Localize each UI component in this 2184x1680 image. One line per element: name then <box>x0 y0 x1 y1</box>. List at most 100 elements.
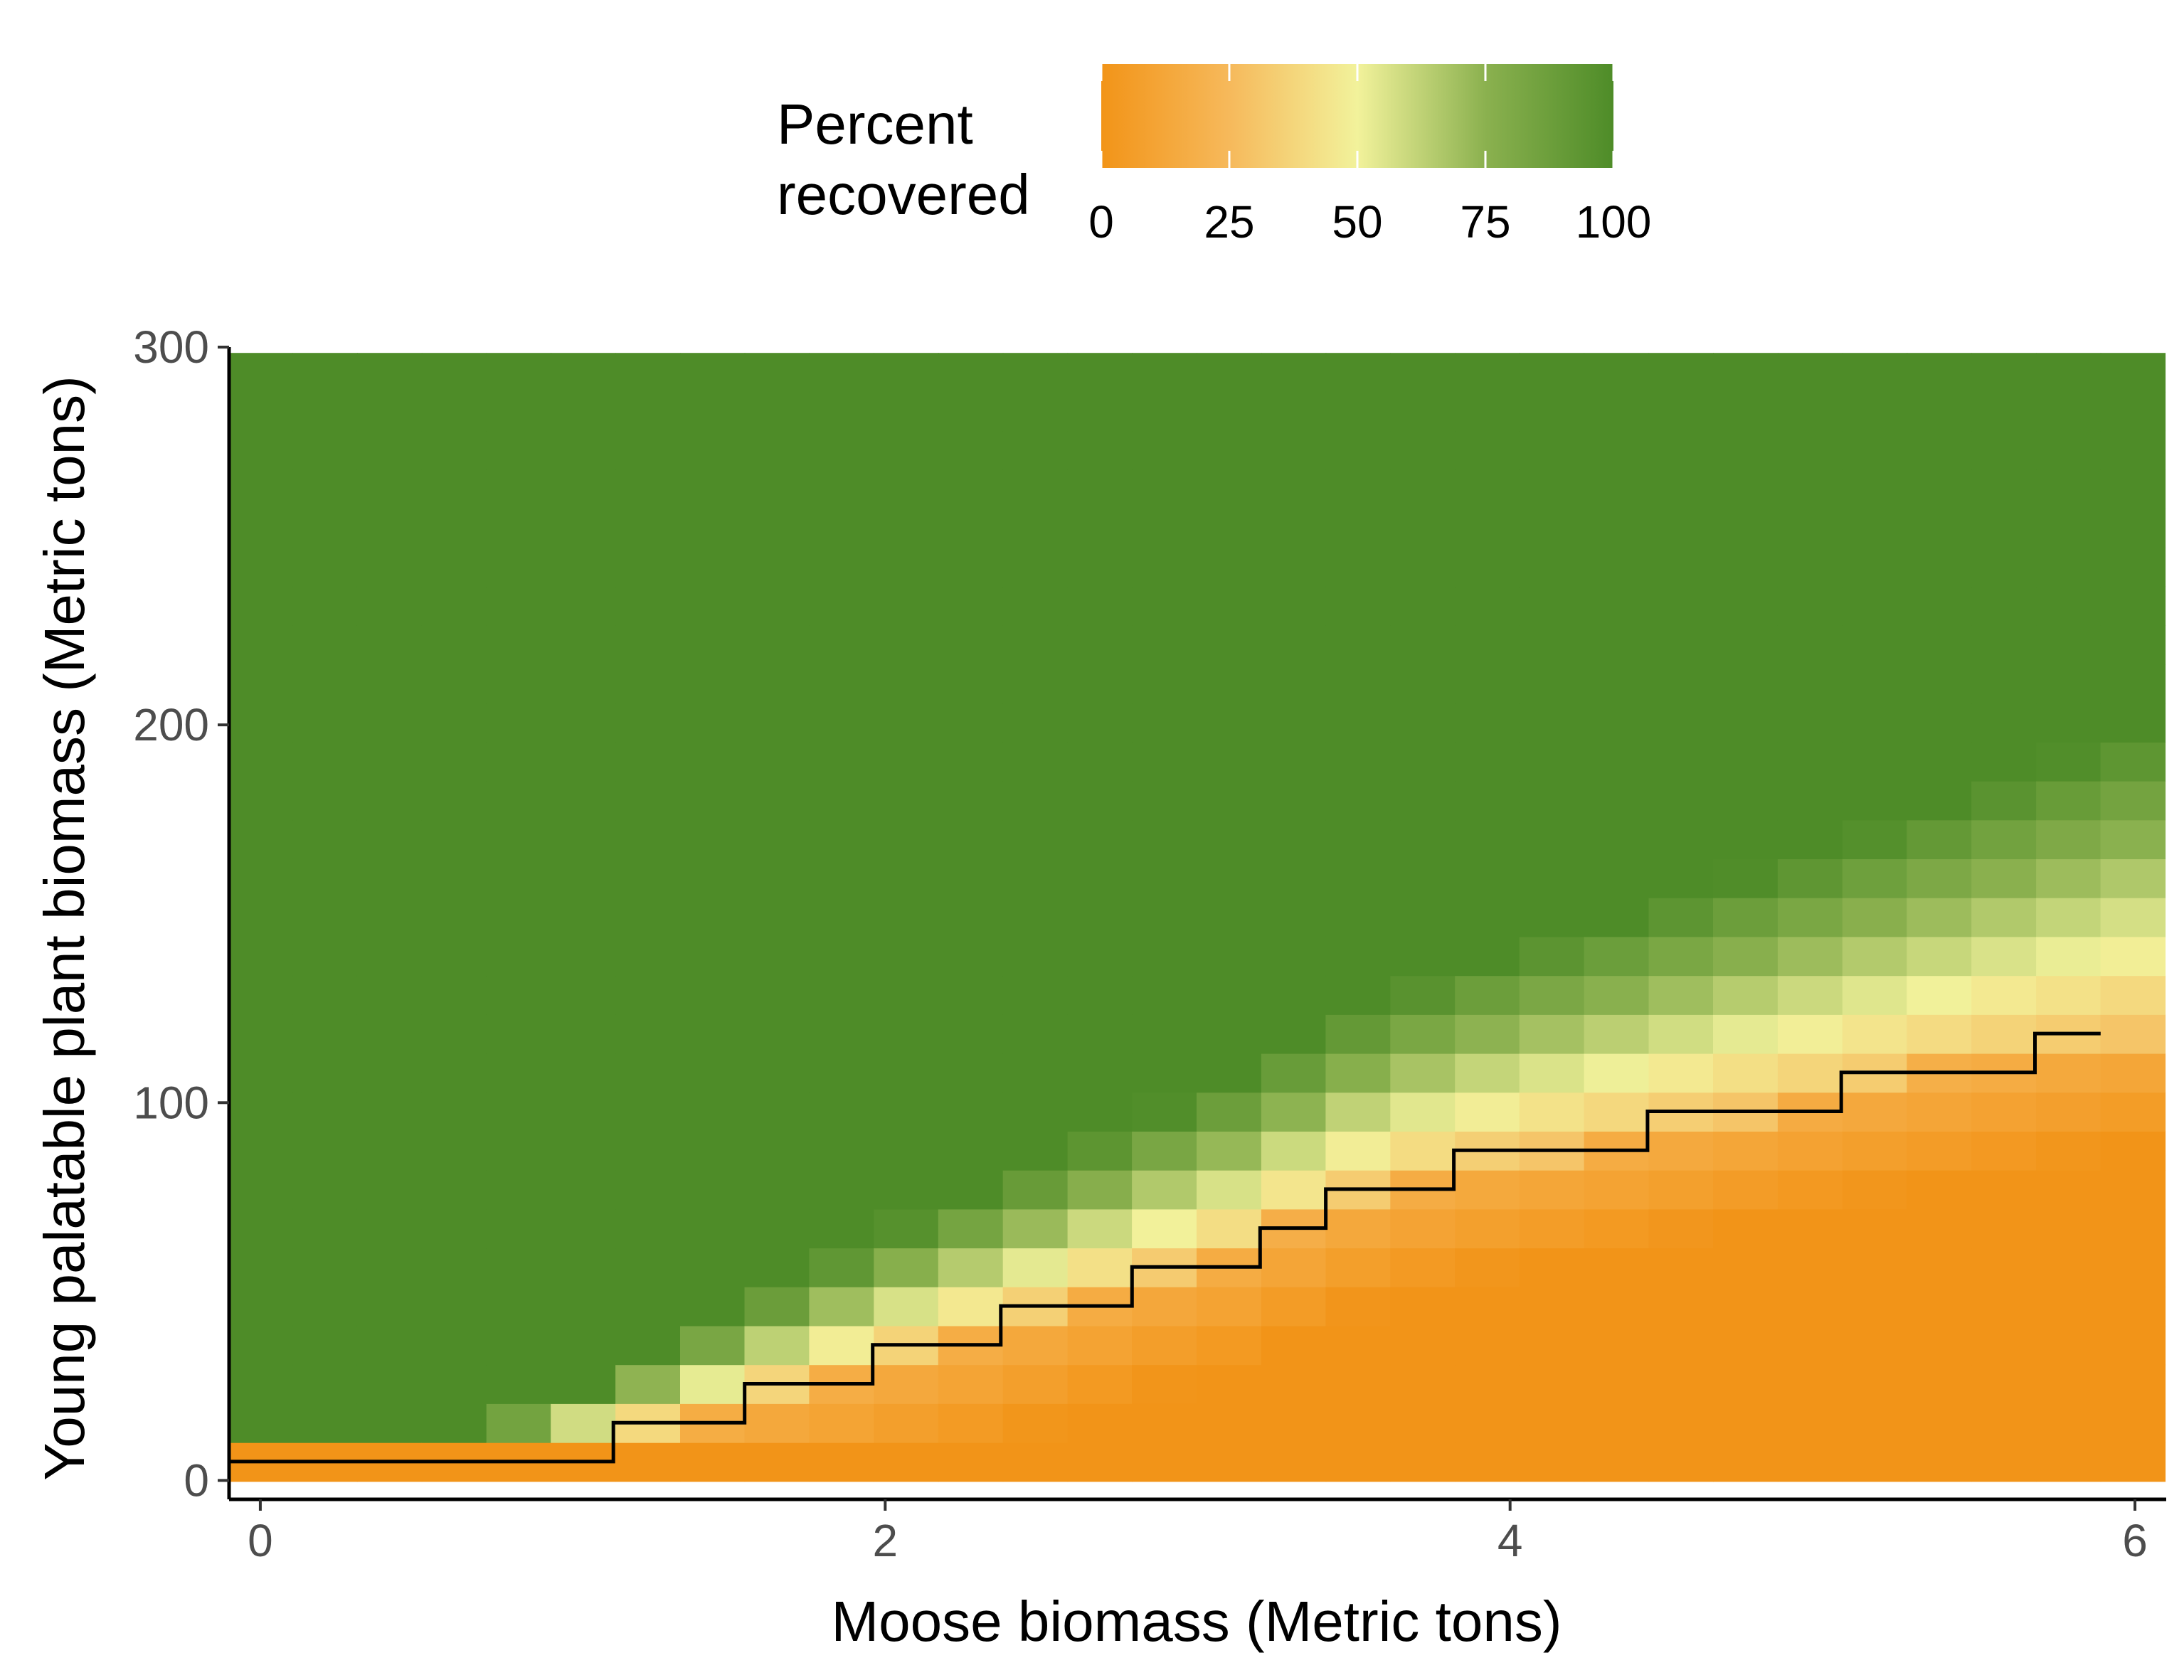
heatmap-cell <box>744 625 810 665</box>
heatmap-cell <box>1584 858 1650 898</box>
heatmap-cell <box>229 1208 293 1249</box>
heatmap-cell <box>1067 509 1133 548</box>
heatmap-cell <box>1713 1325 1779 1366</box>
heatmap-cell <box>680 1053 746 1093</box>
heatmap-cell <box>1713 1248 1779 1287</box>
heatmap-cell <box>1907 858 1972 898</box>
heatmap-cell <box>356 781 423 821</box>
heatmap-cell <box>551 664 616 704</box>
heatmap-cell <box>680 858 746 898</box>
heatmap-cell <box>680 391 746 432</box>
heatmap-cell <box>1261 1287 1327 1327</box>
heatmap-cell <box>1648 586 1714 626</box>
heatmap-cell <box>1971 1131 2037 1171</box>
heatmap-cell <box>615 625 681 665</box>
heatmap-cell <box>1002 1442 1069 1482</box>
heatmap-cell <box>1002 1170 1069 1210</box>
heatmap-cell <box>1907 1014 1972 1054</box>
heatmap-cell <box>1842 1442 1908 1482</box>
heatmap-cell <box>1907 1248 1972 1287</box>
heatmap-cell <box>615 1092 681 1132</box>
heatmap-cell <box>1713 1053 1779 1093</box>
heatmap-cell <box>1325 936 1391 977</box>
threshold-line-layer <box>229 1031 2101 1464</box>
heatmap-cell <box>1067 703 1133 743</box>
heatmap-cell <box>874 819 939 859</box>
heatmap-cell <box>1455 664 1520 704</box>
x-tick-label: 2 <box>873 1515 898 1566</box>
heatmap-cell <box>809 1442 874 1482</box>
heatmap-cell <box>486 936 552 977</box>
threshold-line <box>229 1031 2101 1464</box>
heatmap-cell <box>1325 819 1391 859</box>
heatmap-cell <box>1842 430 1908 470</box>
heatmap-cell <box>551 936 616 977</box>
heatmap-cell <box>1002 586 1069 626</box>
heatmap-cell <box>615 742 681 782</box>
heatmap-cell <box>1648 547 1714 588</box>
heatmap-cell <box>1777 391 1843 432</box>
heatmap-cell <box>1325 1403 1391 1443</box>
heatmap-cell <box>744 858 810 898</box>
heatmap-cell <box>1325 1014 1391 1054</box>
heatmap-cell <box>292 858 358 898</box>
heatmap-cell <box>1455 1208 1520 1249</box>
legend-title: Percent <box>777 92 973 156</box>
heatmap-cell <box>1971 1442 2037 1482</box>
heatmap-cell <box>1519 742 1585 782</box>
heatmap-cell <box>874 1092 939 1132</box>
heatmap-cell <box>551 1170 616 1210</box>
heatmap-cell <box>1261 509 1327 548</box>
heatmap-cell <box>292 1014 358 1054</box>
heatmap-cell <box>1197 936 1262 977</box>
heatmap-cell <box>1971 547 2037 588</box>
heatmap-cell <box>1777 1403 1843 1443</box>
heatmap-cell <box>874 703 939 743</box>
heatmap-cell <box>1519 391 1585 432</box>
heatmap-cell <box>1519 509 1585 548</box>
heatmap-cell <box>1002 819 1069 859</box>
heatmap-cell <box>292 1053 358 1093</box>
heatmap-cell <box>1261 430 1327 470</box>
heatmap-cell <box>1971 430 2037 470</box>
heatmap-cell <box>486 781 552 821</box>
heatmap-cell <box>2036 742 2101 782</box>
heatmap-cell <box>1067 858 1133 898</box>
heatmap-cell <box>938 858 1004 898</box>
heatmap-cell <box>1648 1014 1714 1054</box>
heatmap-cell <box>2100 1131 2166 1171</box>
heatmap-cell <box>1648 1364 1714 1404</box>
heatmap-cell <box>1390 1325 1456 1366</box>
heatmap-cell <box>1907 391 1972 432</box>
heatmap-cell <box>421 975 487 1015</box>
heatmap-cell <box>1197 1442 1262 1482</box>
heatmap-cell <box>2100 975 2166 1015</box>
heatmap-cell <box>1519 703 1585 743</box>
heatmap-cell <box>486 1014 552 1054</box>
heatmap-cell <box>1197 586 1262 626</box>
heatmap-cell <box>1713 1403 1779 1443</box>
heatmap-cell <box>1002 1325 1069 1366</box>
heatmap-cell <box>809 509 874 548</box>
heatmap-cell <box>615 1131 681 1171</box>
heatmap-cell <box>615 898 681 937</box>
heatmap-cell <box>1777 1170 1843 1210</box>
heatmap-cell <box>292 1325 358 1366</box>
heatmap-cell <box>1455 1287 1520 1327</box>
heatmap-cell <box>744 819 810 859</box>
heatmap-cell <box>2036 898 2101 937</box>
heatmap-cell <box>744 509 810 548</box>
heatmap-cell <box>421 1403 487 1443</box>
heatmap-cell <box>1519 975 1585 1015</box>
heatmap-cell <box>229 1325 293 1366</box>
heatmap-cell <box>229 391 293 432</box>
heatmap-cell <box>356 586 423 626</box>
heatmap-cell <box>2100 1442 2166 1482</box>
heatmap-cell <box>744 975 810 1015</box>
heatmap-cell <box>1390 898 1456 937</box>
heatmap-cell <box>744 391 810 432</box>
heatmap-cell <box>229 1248 293 1287</box>
heatmap-cell <box>1713 586 1779 626</box>
heatmap-cell <box>1067 1403 1133 1443</box>
heatmap-cell <box>1002 664 1069 704</box>
